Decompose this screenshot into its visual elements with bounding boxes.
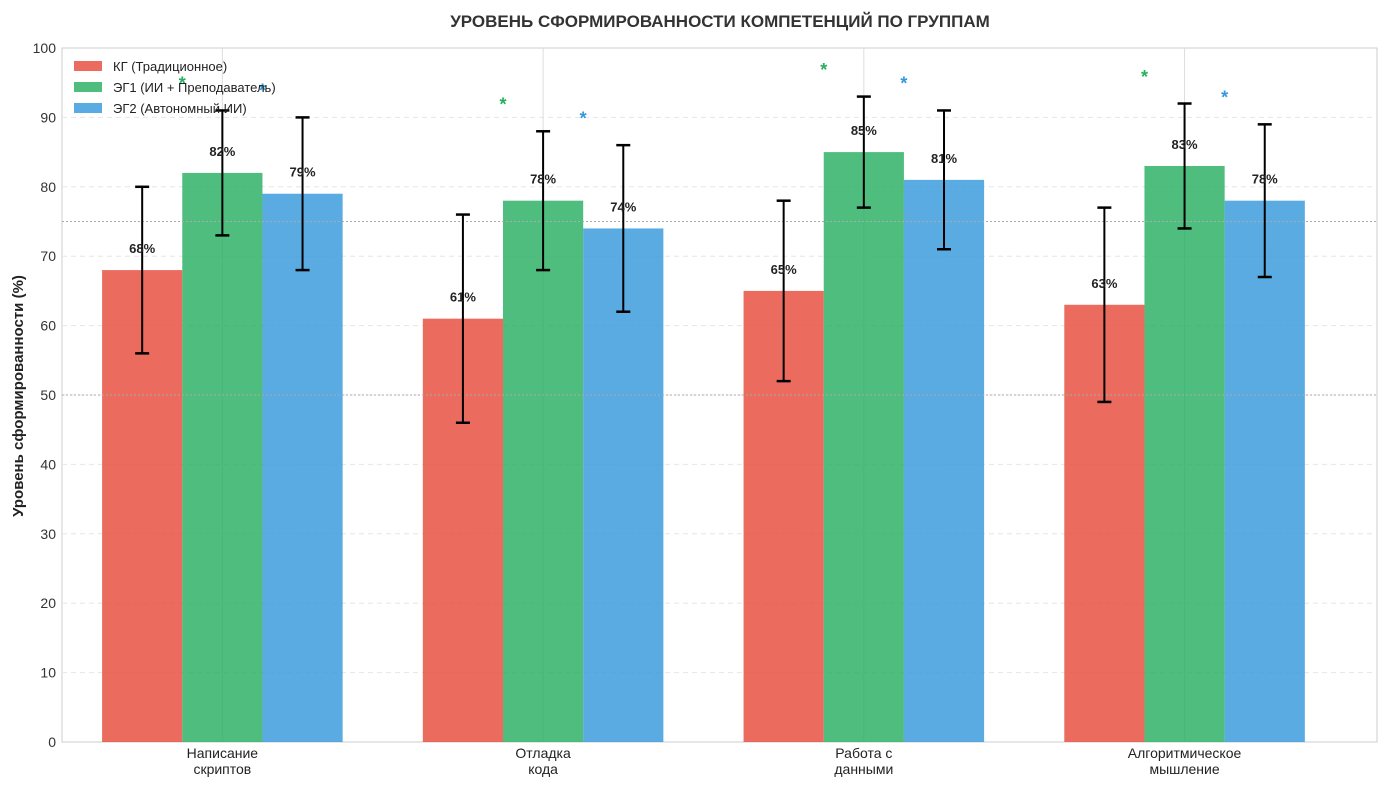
- bar: [182, 172, 263, 743]
- y-tick-label: 0: [48, 734, 56, 750]
- x-tick-label: Работа с данными: [834, 745, 893, 777]
- significance-mark: *: [580, 108, 587, 128]
- significance-mark: *: [499, 95, 506, 115]
- x-tick-label-line: Работа с: [835, 745, 892, 761]
- significance-mark: *: [179, 74, 186, 94]
- x-tick-label-line: Отладка: [515, 745, 571, 761]
- significance-mark: *: [820, 60, 827, 80]
- x-tick-label: Написание скриптов: [187, 745, 259, 777]
- data-label: 61%: [450, 290, 476, 305]
- data-label: 63%: [1091, 276, 1117, 291]
- significance-mark: *: [259, 81, 266, 101]
- data-label: 85%: [851, 123, 877, 138]
- data-label: 82%: [209, 144, 235, 159]
- bar: [903, 179, 985, 743]
- data-label: 83%: [1172, 137, 1198, 152]
- y-tick-label: 60: [40, 318, 56, 334]
- bar: [262, 193, 343, 743]
- data-label: 68%: [129, 241, 155, 256]
- x-tick-label: Алгоритмическое мышление: [1128, 745, 1242, 777]
- y-tick-label: 80: [40, 179, 56, 195]
- significance-mark: *: [900, 74, 907, 94]
- y-tick-label: 100: [33, 40, 57, 56]
- legend-swatch: [74, 103, 102, 113]
- chart-title: УРОВЕНЬ СФОРМИРОВАННОСТИ КОМПЕТЕНЦИЙ ПО …: [450, 12, 990, 31]
- y-tick-label: 90: [40, 109, 56, 125]
- legend-label: КГ (Традиционное): [113, 59, 227, 74]
- data-label: 79%: [290, 165, 316, 180]
- bar: [503, 200, 584, 742]
- y-tick-label: 20: [40, 595, 56, 611]
- bar: [1224, 200, 1305, 742]
- x-tick-label-line: кода: [528, 761, 558, 777]
- significance-mark: *: [1141, 67, 1148, 87]
- x-tick-label-line: скриптов: [193, 761, 251, 777]
- legend-label: ЭГ1 (ИИ + Преподаватель): [113, 80, 276, 95]
- y-tick-label: 40: [40, 456, 56, 472]
- x-tick-label-line: Алгоритмическое: [1128, 745, 1242, 761]
- y-tick-label: 50: [40, 387, 56, 403]
- x-tick-label-line: мышление: [1149, 761, 1219, 777]
- x-tick-label: Отладка кода: [515, 745, 571, 777]
- legend-label: ЭГ2 (Автономный ИИ): [113, 101, 247, 116]
- y-tick-label: 70: [40, 248, 56, 264]
- y-tick-label: 10: [40, 665, 56, 681]
- data-label: 78%: [1252, 172, 1278, 187]
- data-label: 65%: [771, 262, 797, 277]
- bar: [583, 228, 664, 742]
- data-label: 74%: [610, 199, 636, 214]
- legend-swatch: [74, 61, 102, 71]
- bar: [1144, 165, 1225, 743]
- legend-swatch: [74, 82, 102, 92]
- data-label: 81%: [931, 151, 957, 166]
- x-tick-label-line: данными: [834, 761, 893, 777]
- significance-mark: *: [1221, 88, 1228, 108]
- y-axis-label: Уровень сформированности (%): [10, 275, 27, 517]
- data-label: 78%: [530, 172, 556, 187]
- x-tick-label-line: Написание: [187, 745, 259, 761]
- y-tick-label: 30: [40, 526, 56, 542]
- bar: [823, 152, 904, 743]
